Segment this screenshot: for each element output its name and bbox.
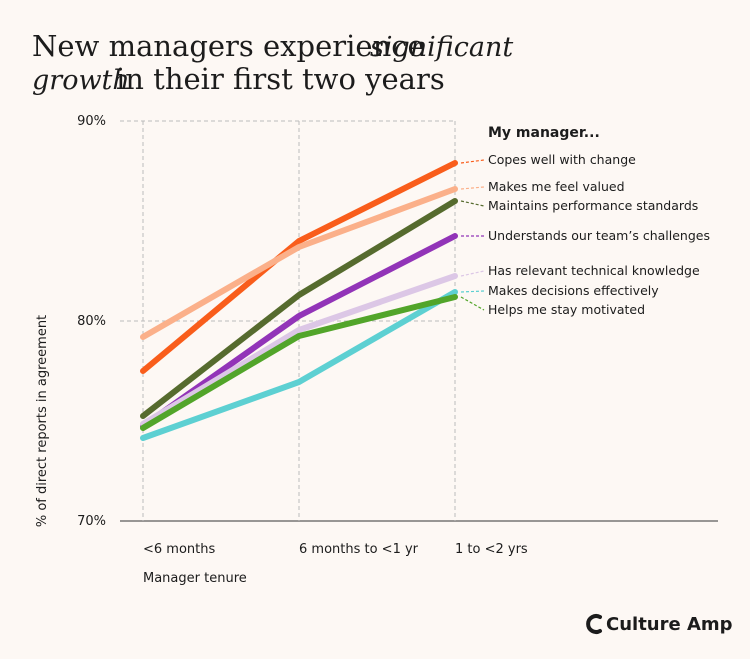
- title-emphasis: significant: [370, 32, 513, 63]
- y-tick-label: 70%: [77, 514, 106, 529]
- logo-icon: [586, 614, 602, 634]
- title-part: New managers experience: [32, 29, 425, 63]
- legend-leader: [460, 290, 485, 293]
- legend-label: Makes me feel valued: [488, 179, 625, 194]
- y-tick-label: 90%: [77, 114, 106, 129]
- legend-label: Has relevant technical knowledge: [488, 263, 700, 278]
- legend-label: Understands our team’s challenges: [488, 228, 710, 243]
- line: [140, 273, 458, 427]
- x-tick-label: 1 to <2 yrs: [455, 542, 528, 557]
- x-axis-label: Manager tenure: [143, 571, 247, 586]
- title-part: in their first two years: [116, 62, 445, 96]
- x-tick-label: <6 months: [143, 542, 215, 557]
- legend-leader: [460, 200, 485, 207]
- logo: Culture Amp: [586, 614, 733, 635]
- line: [140, 289, 458, 441]
- legend-leader: [460, 296, 485, 311]
- line: [140, 198, 458, 419]
- legend-leader: [460, 270, 485, 277]
- line: [140, 294, 458, 431]
- legend-label: Makes decisions effectively: [488, 283, 659, 298]
- y-tick-label: 80%: [77, 314, 106, 329]
- x-tick-label: 6 months to <1 yr: [299, 542, 419, 557]
- legend-label: Helps me stay motivated: [488, 302, 645, 317]
- brand: Culture Amp: [606, 614, 733, 635]
- legend-label: Maintains performance standards: [488, 198, 698, 213]
- line: [140, 160, 458, 374]
- legend-label: Copes well with change: [488, 152, 636, 167]
- line: [140, 186, 458, 340]
- y-axis-label: % of direct reports in agreement: [35, 315, 50, 527]
- legend-leader: [460, 159, 485, 164]
- title-emphasis: growth: [32, 65, 130, 96]
- legend-title: My manager...: [488, 125, 600, 141]
- legend-leader: [460, 186, 485, 190]
